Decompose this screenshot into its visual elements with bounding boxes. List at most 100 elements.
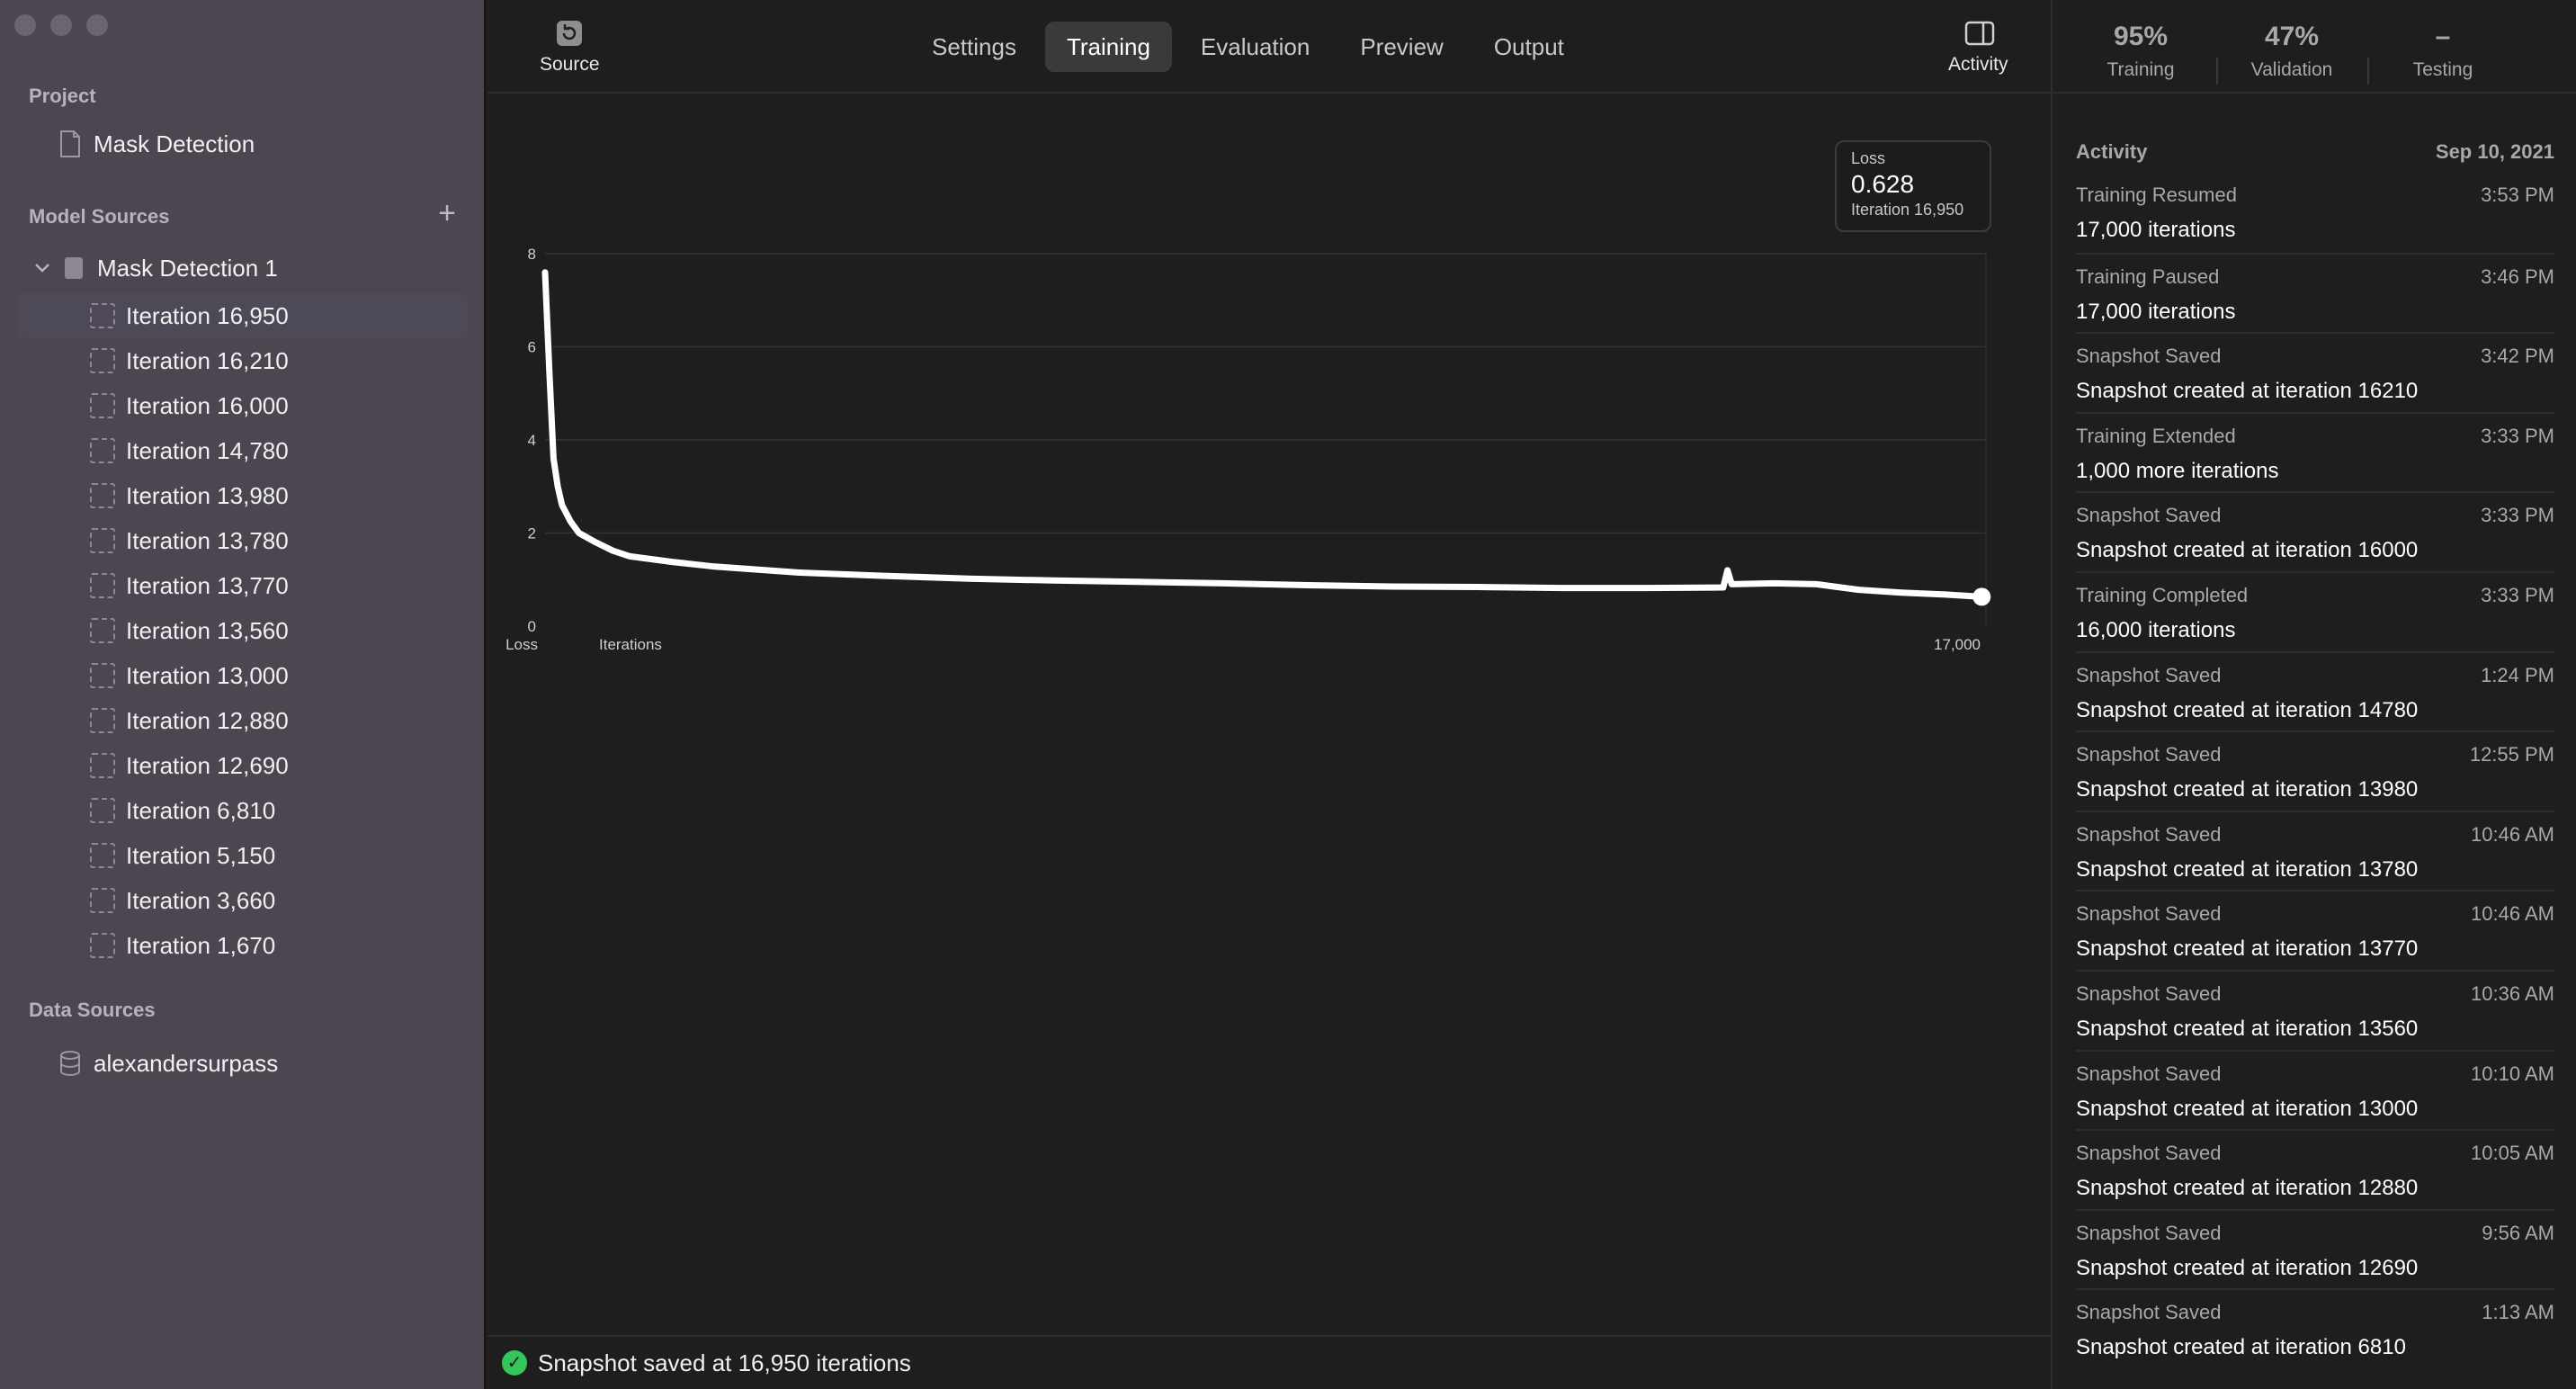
activity-detail: Snapshot created at iteration 16000 — [2076, 538, 2419, 563]
loss-series-line — [541, 269, 1985, 600]
snapshot-icon — [90, 348, 115, 373]
minimize-window-button[interactable] — [50, 14, 72, 36]
activity-item: Training Resumed 3:53 PM 17,000 iterations — [2076, 173, 2554, 253]
stat-validation: 47% Validation — [2216, 0, 2367, 92]
sidebar-item-iteration[interactable]: Iteration 3,660 — [18, 878, 468, 923]
activity-detail: 1,000 more iterations — [2076, 458, 2279, 483]
sidebar-item-iteration[interactable]: Iteration 13,980 — [18, 473, 468, 518]
activity-heading: Activity — [2076, 140, 2148, 163]
activity-title: Training Paused — [2076, 264, 2220, 288]
activity-title: Snapshot Saved — [2076, 743, 2222, 766]
activity-item-header: Snapshot Saved 10:46 AM — [2076, 823, 2554, 847]
activity-item-header: Training Completed 3:33 PM — [2076, 584, 2554, 607]
sidebar-item-iteration[interactable]: Iteration 16,950 — [18, 293, 468, 338]
toolbar: Source Settings Training Evaluation Preview… — [487, 0, 2051, 94]
tab-output[interactable]: Output — [1493, 33, 1564, 60]
activity-time: 3:46 PM — [2481, 264, 2554, 288]
stat-value: 47% — [2264, 22, 2320, 51]
snapshot-icon — [90, 483, 115, 508]
sidebar-item-iteration[interactable]: Iteration 13,780 — [18, 518, 468, 563]
activity-button[interactable]: Activity — [1948, 20, 2008, 76]
activity-time: 1:24 PM — [2481, 663, 2554, 686]
activity-title: Snapshot Saved — [2076, 1301, 2222, 1324]
tab-training[interactable]: Training — [1044, 22, 1172, 72]
activity-time: 3:33 PM — [2481, 424, 2554, 447]
snapshot-icon — [90, 573, 115, 598]
sidebar-item-iteration[interactable]: Iteration 16,000 — [18, 383, 468, 428]
project-name: Mask Detection — [94, 130, 255, 157]
model-sources-heading: Model Sources — [29, 205, 170, 228]
sidebar-item-model[interactable]: Mask Detection 1 — [34, 248, 278, 288]
activity-time: 10:46 AM — [2471, 902, 2554, 926]
project-heading: Project — [29, 85, 96, 107]
activity-item: Snapshot Saved 10:36 AM Snapshot created a… — [2076, 969, 2554, 1050]
main-content: Source Settings Training Evaluation Preview… — [487, 0, 2051, 1389]
iteration-label: Iteration 16,950 — [126, 301, 289, 329]
stat-testing: – Testing — [2367, 0, 2518, 92]
window-controls — [14, 14, 108, 36]
y-axis-label: Loss — [505, 636, 538, 653]
activity-item: Snapshot Saved 10:46 AM Snapshot created a… — [2076, 810, 2554, 891]
tab-preview[interactable]: Preview — [1360, 33, 1444, 60]
activity-panel: 95% Training 47% Validation – Testing Activit… — [2051, 0, 2576, 1389]
sidebar-item-data-source[interactable]: alexandersurpass — [58, 1044, 278, 1083]
sidebar-item-iteration[interactable]: Iteration 16,210 — [18, 338, 468, 383]
activity-detail: Snapshot created at iteration 6810 — [2076, 1335, 2406, 1360]
sidebar-item-iteration[interactable]: Iteration 1,670 — [18, 923, 468, 968]
activity-item-header: Training Extended 3:33 PM — [2076, 425, 2554, 448]
activity-item-header: Snapshot Saved 12:55 PM — [2076, 743, 2554, 766]
sidebar-item-iteration[interactable]: Iteration 13,560 — [18, 608, 468, 653]
activity-item-header: Snapshot Saved 3:33 PM — [2076, 504, 2554, 527]
tab-evaluation[interactable]: Evaluation — [1200, 33, 1310, 60]
sidebar-item-iteration[interactable]: Iteration 6,810 — [18, 788, 468, 833]
activity-detail: 17,000 iterations — [2076, 299, 2236, 324]
training-chart-area: 0 2 4 6 8 Loss Iterations 17,000 Loss 0.628 Ite… — [487, 94, 2051, 1335]
y-tick-label: 6 — [528, 339, 536, 356]
sidebar-item-iteration[interactable]: Iteration 13,770 — [18, 563, 468, 608]
activity-title: Training Resumed — [2076, 184, 2237, 206]
sidebar-item-iteration[interactable]: Iteration 5,150 — [18, 833, 468, 878]
activity-label: Activity — [1948, 54, 2008, 75]
stat-label: Testing — [2412, 59, 2473, 80]
tooltip-iteration: Iteration 16,950 — [1851, 201, 1964, 219]
snapshot-icon — [90, 798, 115, 823]
activity-item: Snapshot Saved 1:24 PM Snapshot created at… — [2076, 650, 2554, 731]
tooltip-value: 0.628 — [1851, 170, 1915, 198]
add-model-source-button[interactable]: + — [432, 198, 462, 230]
activity-detail: Snapshot created at iteration 16210 — [2076, 379, 2419, 404]
activity-time: 1:13 AM — [2482, 1301, 2554, 1324]
activity-item-header: Snapshot Saved 10:46 AM — [2076, 902, 2554, 926]
activity-item-header: Snapshot Saved 10:36 AM — [2076, 982, 2554, 1006]
activity-item: Snapshot Saved 3:33 PM Snapshot created at… — [2076, 491, 2554, 571]
loss-tooltip: Loss 0.628 Iteration 16,950 — [1835, 140, 1991, 232]
close-window-button[interactable] — [14, 14, 36, 36]
activity-time: 10:10 AM — [2471, 1062, 2554, 1085]
sidebar-item-iteration[interactable]: Iteration 12,880 — [18, 698, 468, 743]
activity-item-header: Snapshot Saved 10:05 AM — [2076, 1142, 2554, 1165]
sidebar-item-project[interactable]: Mask Detection — [58, 124, 255, 164]
activity-detail: Snapshot created at iteration 13980 — [2076, 777, 2419, 802]
activity-time: 9:56 AM — [2482, 1221, 2554, 1244]
activity-item: Snapshot Saved 1:13 AM Snapshot created at… — [2076, 1288, 2554, 1368]
stat-value: – — [2435, 22, 2451, 51]
activity-item-header: Snapshot Saved 1:13 AM — [2076, 1301, 2554, 1324]
sidebar-item-iteration[interactable]: Iteration 14,780 — [18, 428, 468, 473]
sidebar-item-iteration[interactable]: Iteration 13,000 — [18, 653, 468, 698]
activity-item-header: Snapshot Saved 10:10 AM — [2076, 1062, 2554, 1086]
activity-item-header: Training Paused 3:46 PM — [2076, 265, 2554, 289]
activity-detail: Snapshot created at iteration 14780 — [2076, 697, 2419, 722]
activity-time: 12:55 PM — [2469, 743, 2554, 766]
plus-icon: + — [438, 196, 456, 230]
sidebar-item-iteration[interactable]: Iteration 12,690 — [18, 743, 468, 788]
activity-item-header: Snapshot Saved 3:42 PM — [2076, 345, 2554, 368]
tab-settings[interactable]: Settings — [932, 33, 1016, 60]
source-button[interactable]: Source — [540, 20, 600, 76]
activity-title: Snapshot Saved — [2076, 345, 2222, 368]
iteration-label: Iteration 12,690 — [126, 751, 289, 779]
tooltip-label: Loss — [1851, 149, 1886, 167]
activity-title: Training Completed — [2076, 583, 2249, 606]
chevron-down-icon[interactable] — [34, 263, 54, 273]
activity-list[interactable]: Training Resumed 3:53 PM 17,000 iterations… — [2076, 173, 2554, 1368]
source-label: Source — [540, 54, 600, 75]
zoom-window-button[interactable] — [86, 14, 108, 36]
